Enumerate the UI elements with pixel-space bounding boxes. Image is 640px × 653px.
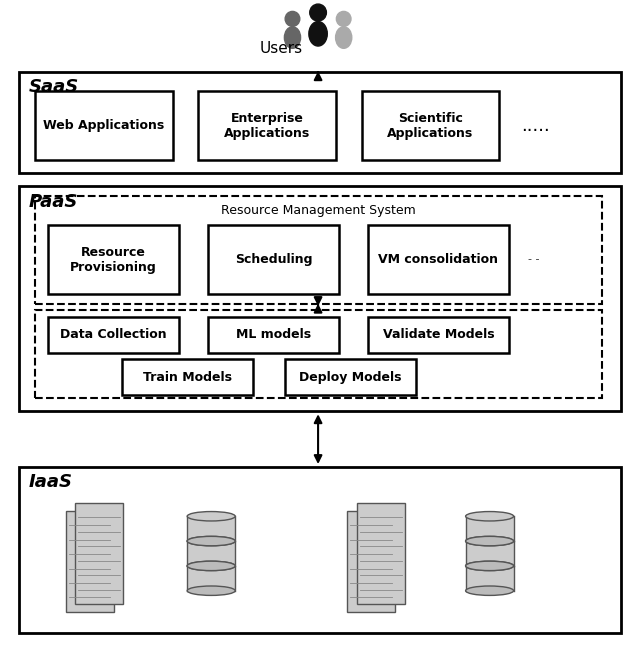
Bar: [466, 517, 514, 541]
Ellipse shape: [466, 511, 514, 521]
Text: Users: Users: [259, 42, 302, 56]
Bar: [188, 517, 236, 541]
Bar: [285, 359, 416, 395]
Text: Enterprise
Applications: Enterprise Applications: [224, 112, 310, 140]
Text: .....: .....: [522, 117, 550, 135]
Ellipse shape: [188, 586, 236, 596]
Bar: [188, 566, 236, 591]
Bar: [35, 196, 602, 304]
Ellipse shape: [466, 586, 514, 596]
Circle shape: [310, 4, 326, 21]
Text: VM consolidation: VM consolidation: [378, 253, 499, 266]
Ellipse shape: [466, 561, 514, 571]
Text: ML models: ML models: [236, 328, 311, 341]
Bar: [368, 225, 509, 294]
Bar: [208, 317, 339, 353]
Text: PaaS: PaaS: [29, 193, 78, 211]
Ellipse shape: [188, 561, 236, 571]
Bar: [188, 541, 236, 566]
Bar: [35, 310, 602, 398]
Text: - -: - -: [528, 254, 540, 264]
Text: Deploy Models: Deploy Models: [299, 371, 402, 383]
Ellipse shape: [466, 536, 514, 546]
Text: Validate Models: Validate Models: [383, 328, 494, 341]
Text: Scheduling: Scheduling: [235, 253, 312, 266]
Bar: [48, 317, 179, 353]
Text: Scientific
Applications: Scientific Applications: [387, 112, 474, 140]
Text: Data Collection: Data Collection: [60, 328, 167, 341]
Bar: [362, 91, 499, 160]
Text: Resource
Provisioning: Resource Provisioning: [70, 246, 157, 274]
Bar: [76, 503, 123, 604]
Ellipse shape: [466, 536, 514, 546]
Bar: [35, 91, 173, 160]
Bar: [357, 503, 404, 604]
Bar: [19, 72, 621, 173]
Bar: [19, 186, 621, 411]
Text: SaaS: SaaS: [29, 78, 79, 97]
Text: IaaS: IaaS: [29, 473, 73, 492]
Bar: [466, 566, 514, 591]
Bar: [48, 225, 179, 294]
Ellipse shape: [335, 27, 352, 48]
Bar: [122, 359, 253, 395]
Text: Resource Management System: Resource Management System: [221, 204, 416, 217]
Circle shape: [337, 11, 351, 26]
Text: Train Models: Train Models: [143, 371, 232, 383]
Ellipse shape: [188, 561, 236, 571]
Ellipse shape: [188, 536, 236, 546]
Bar: [198, 91, 336, 160]
Ellipse shape: [309, 22, 327, 46]
Ellipse shape: [466, 561, 514, 571]
Ellipse shape: [188, 536, 236, 546]
Bar: [208, 225, 339, 294]
Text: Web Applications: Web Applications: [44, 119, 164, 132]
Ellipse shape: [188, 511, 236, 521]
Bar: [368, 317, 509, 353]
Bar: [347, 511, 395, 612]
Circle shape: [285, 11, 300, 26]
Bar: [466, 541, 514, 566]
Ellipse shape: [284, 27, 301, 48]
Bar: [65, 511, 114, 612]
Bar: [19, 467, 621, 633]
